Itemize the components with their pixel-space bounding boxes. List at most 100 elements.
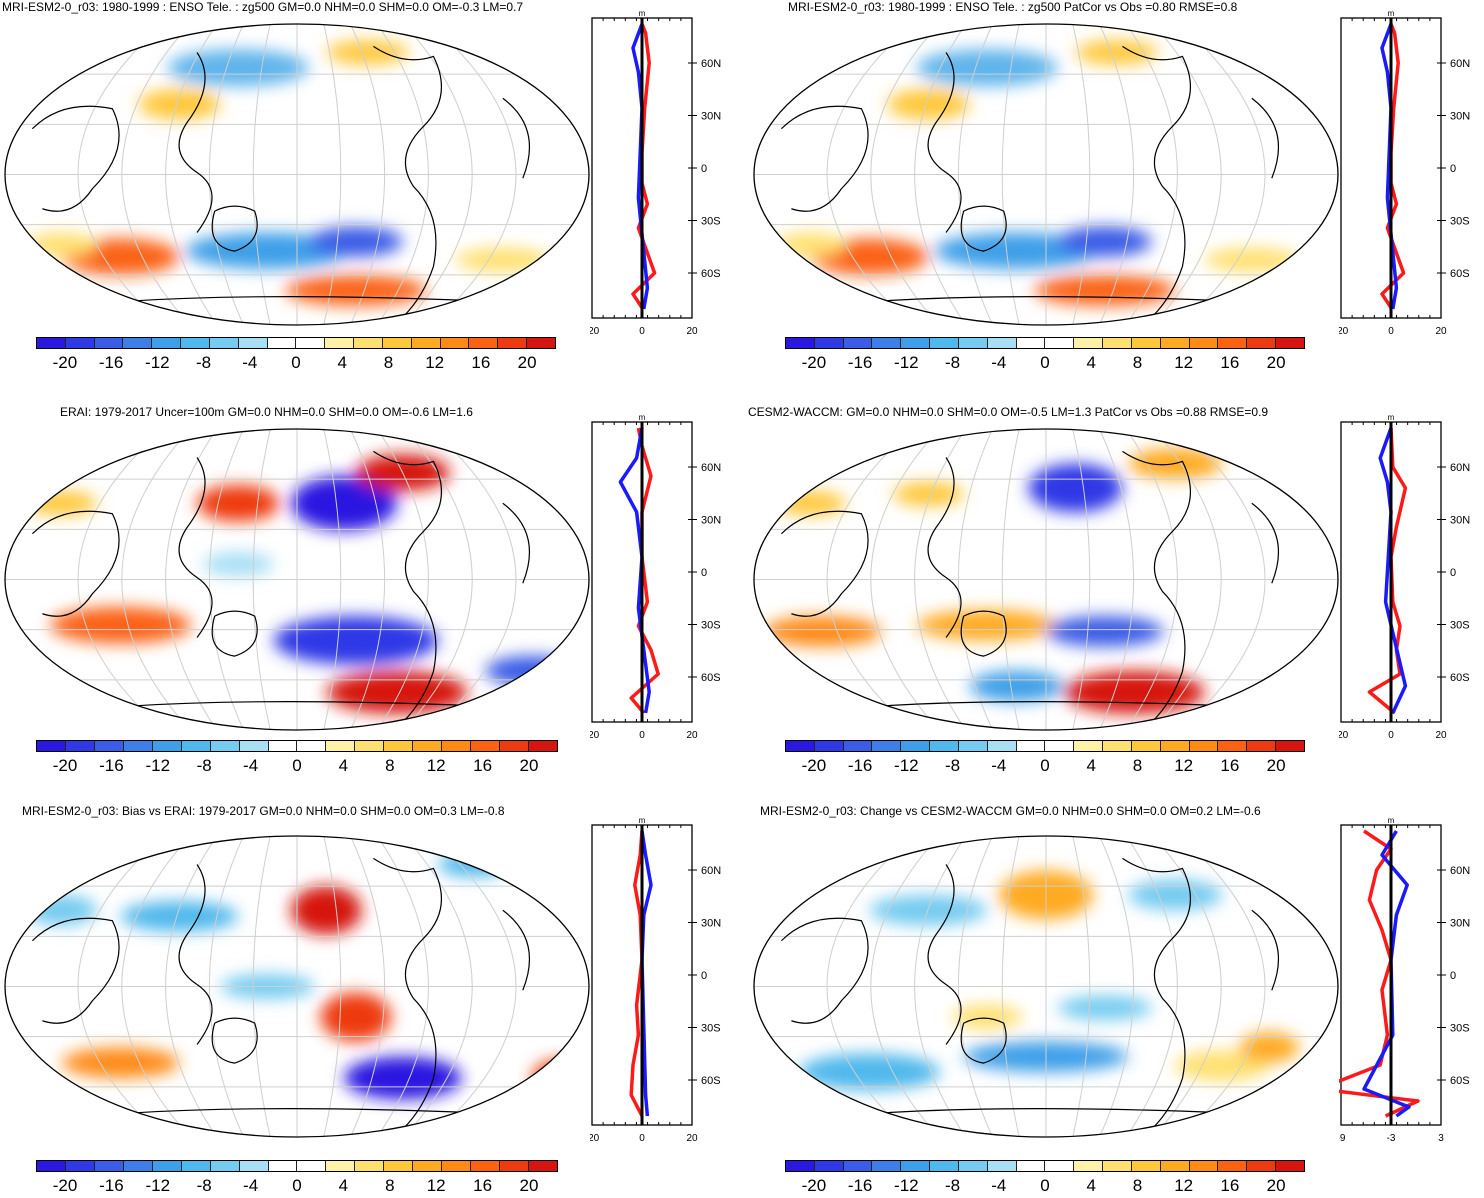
graticule-meridian [252,836,271,1137]
profile-lat-tick: 0 [701,970,707,982]
graticule-meridian [252,429,271,730]
colorbar-label: -8 [196,756,212,775]
colorbar-label: 4 [1086,756,1096,775]
colorbar-swatch [1131,741,1161,751]
colorbar-label: 12 [1174,353,1194,372]
colorbar-swatch [471,741,500,751]
colorbar [36,740,558,752]
colorbar-label: -16 [98,353,124,372]
colorbar-swatch [355,1161,385,1171]
colorbar-swatch [181,1161,211,1171]
profile-x-tick: -20 [1339,730,1349,741]
graticule-meridian [77,429,164,730]
colorbar-swatch [1045,1161,1075,1171]
panel-6: MRI-ESM2-0_r03: Change vs CESM2-WACCM GM… [742,800,1484,1195]
colorbar-label: -20 [52,1176,78,1195]
anomaly-contour [326,40,409,65]
colorbar-label: 8 [1132,1176,1143,1195]
map-border [753,23,1339,326]
graticule-meridian [430,836,517,1137]
colorbar-swatch [442,741,472,751]
profile-lat-tick: 30S [1450,216,1470,228]
colorbar-swatch [528,1161,557,1171]
anomaly-contour [775,232,847,257]
graticule-meridian [826,24,913,325]
profile-lat-tick: 60S [701,672,721,684]
colorbar-label: 20 [1266,1176,1286,1195]
graticule-meridian [1152,836,1222,1137]
colorbar-label: 16 [473,1176,493,1195]
colorbar-labels: -20 -16 -12 -8 -4 0 4 8 12 16 20 [785,1176,1305,1198]
colorbar-swatch [65,741,95,751]
anomaly-contour [1063,671,1205,714]
anomaly-contour [197,484,280,522]
profile-x-tick: -9 [1339,1133,1346,1144]
colorbar-swatch [440,338,470,348]
colorbar-swatch [238,338,268,348]
anomaly-contour [308,226,403,257]
anomaly-contour [887,89,970,120]
profile-lat-tick: 30S [701,620,721,632]
graticule-meridian [403,836,473,1137]
anomaly-contour [799,1053,941,1091]
colorbar-swatch [1016,338,1046,348]
colorbar-label: -12 [894,756,919,775]
profile-unit: m [1388,9,1395,18]
colorbar-swatch [1103,1161,1132,1171]
anomaly-contour [532,1059,589,1097]
colorbar-swatch [1074,741,1104,751]
anomaly-contour [1204,247,1299,273]
colorbar-swatch [814,1161,844,1171]
colorbar [785,1160,1305,1172]
colorbar-label: 12 [426,756,446,775]
graticule-meridian [403,429,473,730]
robinson-map [4,835,590,1138]
profile-lat-tick: 30N [1450,515,1470,527]
profile-lat-tick: 0 [1450,567,1456,579]
profile-lat-tick: 30S [1450,1023,1470,1035]
anomaly-contour [120,901,239,932]
colorbar-label: -20 [52,756,78,775]
colorbar-swatch [958,741,988,751]
profile-lat-tick: 30N [701,918,721,930]
colorbar-swatch [94,741,124,751]
anomaly-contour [326,671,468,714]
anomaly-contour [26,895,98,926]
colorbar-label: 8 [1132,353,1143,372]
colorbar-label: 20 [1266,353,1286,372]
anomaly-contour [951,1004,1023,1030]
colorbar-swatch [152,741,182,751]
anomaly-contour [455,247,550,273]
anomaly-contour [893,481,964,507]
profile-x-tick: 20 [1435,730,1447,741]
profile-x-tick: 20 [686,730,698,741]
panel-title: ERAI: 1979-2017 Uncer=100m GM=0.0 NHM=0.… [60,405,473,419]
colorbar-label: 16 [1220,353,1240,372]
colorbar-label: 8 [385,756,395,775]
colorbar-swatch [901,1161,931,1171]
colorbar-swatch [37,741,66,751]
colorbar-swatch [901,741,931,751]
panel-2: MRI-ESM2-0_r03: 1980-1999 : ENSO Tele. :… [742,0,1484,392]
colorbar-label: 0 [291,353,301,372]
colorbar-label: -20 [801,353,827,372]
colorbar-swatch [1103,338,1132,348]
colorbar-swatch [872,338,902,348]
graticule-meridian [323,429,342,730]
zonal-profile-plot: m 60N 30N 0 30S 60S -20 0 20 [590,816,721,1144]
profile-lat-tick: 30S [1450,620,1470,632]
profile-x-tick: -20 [590,1133,600,1144]
anomaly-contour [138,89,221,120]
colorbar-label: -4 [991,756,1007,775]
colorbar-swatch [268,741,298,751]
colorbar-swatch [958,1161,988,1171]
anomaly-contour [320,992,392,1042]
panel-4: CESM2-WACCM: GM=0.0 NHM=0.0 SHM=0.0 OM=-… [742,400,1484,792]
colorbar-swatch [1103,741,1132,751]
colorbar-swatch [94,338,124,348]
graticule-meridian [430,24,517,325]
profile-x-tick: 3 [1438,1133,1444,1144]
graticule-meridian [376,429,429,730]
profile-lat-tick: 0 [701,567,707,579]
profile-x-tick: 20 [686,326,698,337]
